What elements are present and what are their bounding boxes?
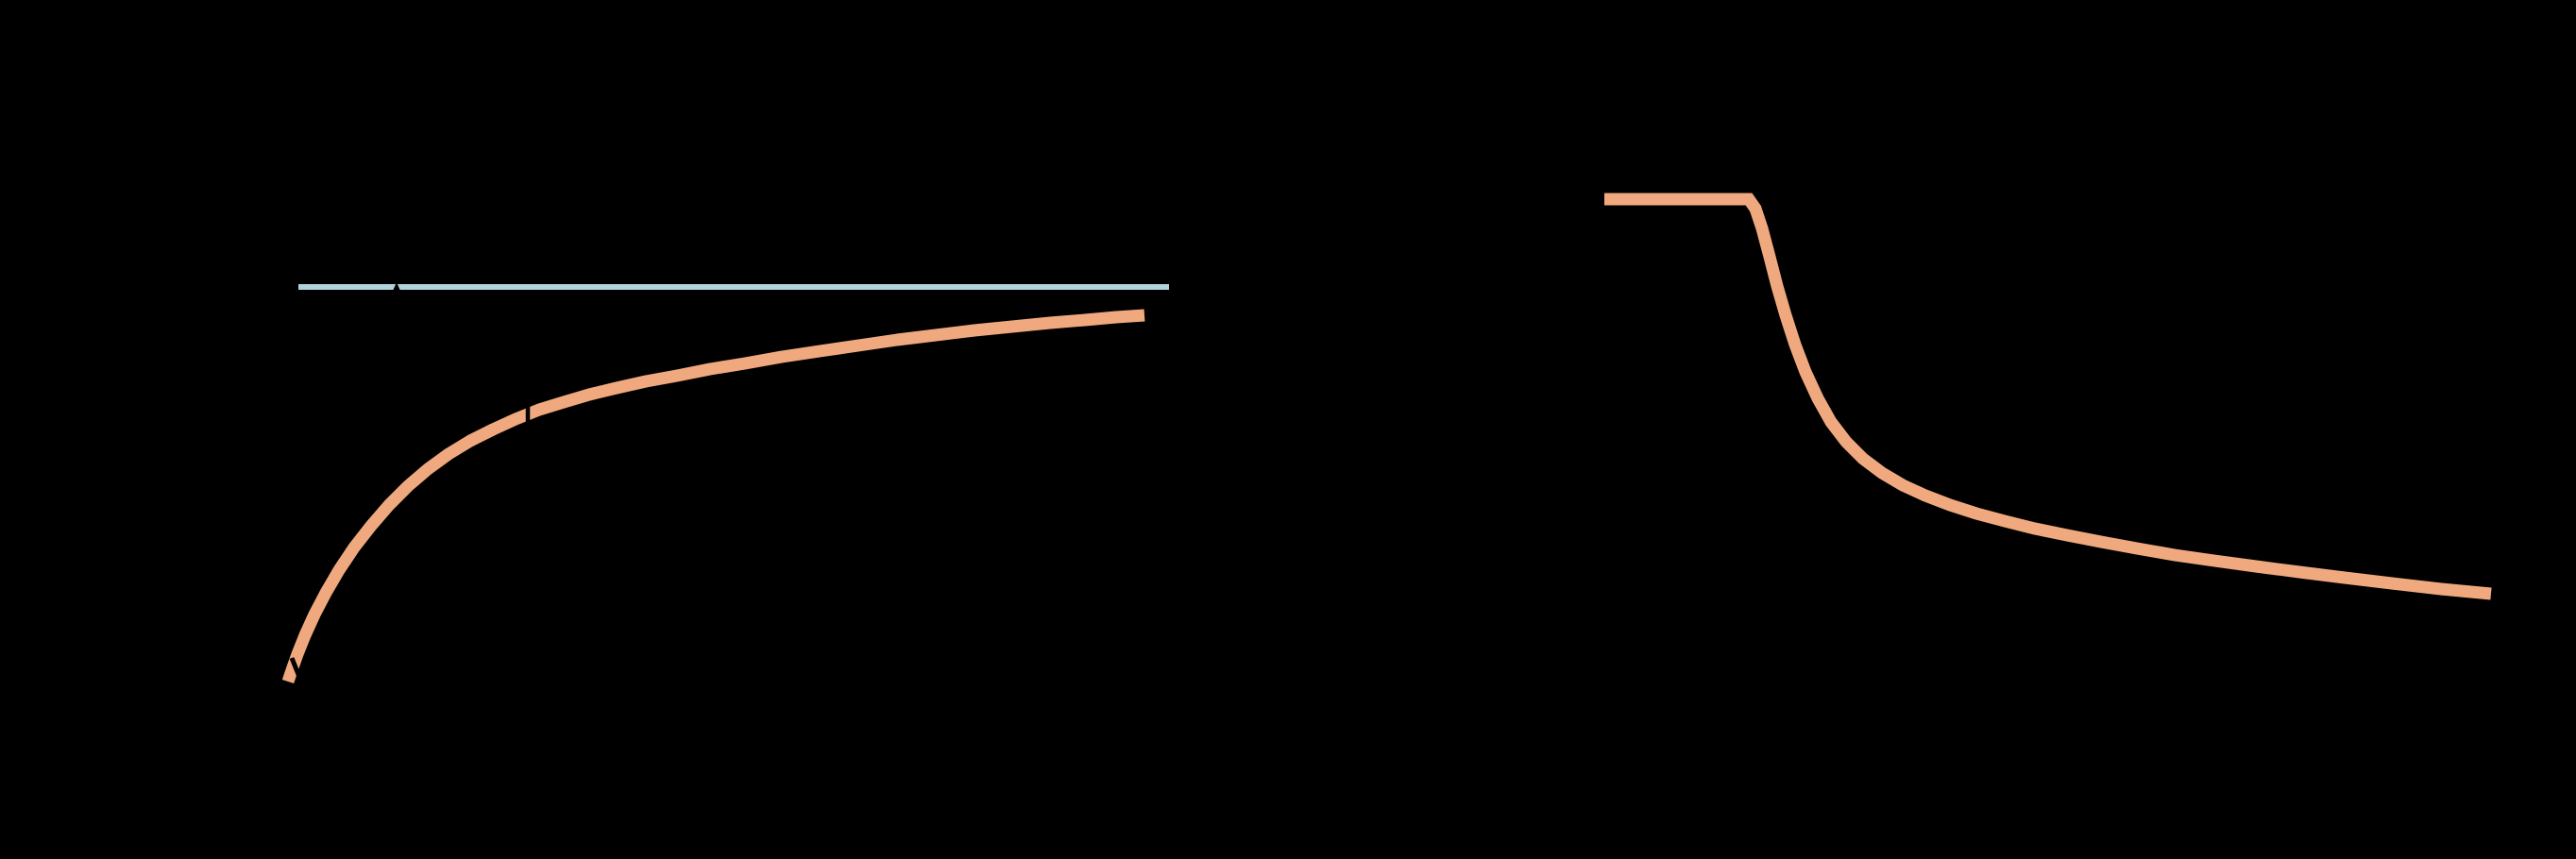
arrowhead-icon	[393, 282, 400, 291]
left-panel-charging-plot	[281, 282, 1169, 684]
flat-then-decay-curve	[1604, 193, 2492, 600]
axis-nick-line	[289, 657, 304, 682]
saturating-growth-curve	[281, 309, 1145, 684]
right-panel-discharge-plot	[1604, 193, 2492, 600]
